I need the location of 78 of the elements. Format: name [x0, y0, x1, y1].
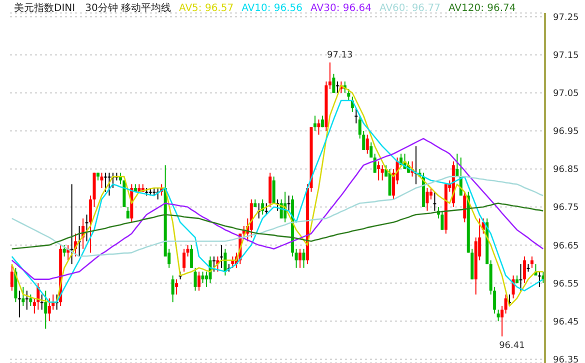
candlestick [40, 294, 44, 310]
candlestick [519, 264, 522, 292]
text: AV10: 96.56 [242, 3, 303, 14]
y-tick-label: 97.25 [553, 13, 579, 23]
candlestick [85, 214, 88, 242]
candlestick [220, 244, 223, 268]
candlestick [500, 305, 504, 337]
candlestick [182, 248, 186, 272]
candlestick [328, 62, 332, 90]
candlestick [171, 275, 174, 303]
candlestick [22, 286, 25, 306]
candlestick [463, 191, 466, 223]
candlestick [126, 206, 130, 219]
candlestick [10, 264, 14, 292]
candlestick [496, 309, 500, 322]
chart-subtitle: 30分钟 移动平均线 [85, 3, 171, 14]
candlestick [504, 294, 508, 314]
y-tick-label: 96.65 [553, 241, 579, 252]
candlestick [332, 73, 336, 94]
candlestick [212, 256, 216, 272]
candlestick [298, 248, 302, 268]
candlestick [89, 195, 92, 254]
candlestick [70, 184, 74, 265]
candlestick [302, 248, 306, 268]
candlestick [175, 278, 178, 296]
candlestick [347, 88, 350, 101]
candlestick [287, 195, 290, 212]
y-tick-label: 97.05 [553, 89, 579, 100]
text: AV5: 96.57 [179, 3, 234, 14]
candlestick [198, 271, 201, 292]
candlestick [25, 290, 28, 310]
candlestick [523, 256, 526, 284]
candlestick [201, 271, 204, 284]
candlestick [538, 271, 541, 288]
y-tick-label: 96.45 [553, 317, 579, 328]
candlestick [426, 188, 429, 212]
candlestick [377, 160, 380, 181]
candlestick [272, 176, 276, 204]
candlestick [190, 244, 194, 268]
y-tick-label: 96.75 [553, 203, 579, 214]
candlestick [440, 210, 444, 230]
candlestick [62, 244, 66, 257]
candlestick [186, 244, 190, 257]
candlestick [456, 153, 459, 178]
candlestick [294, 248, 298, 268]
candlestick [366, 134, 369, 154]
candlestick [264, 202, 268, 216]
annotation: 97.13 [326, 50, 353, 60]
candlestick [433, 191, 436, 212]
candlestick [108, 172, 111, 196]
text: AV60: 96.77 [380, 3, 440, 14]
candlestick [380, 164, 384, 181]
candlestick [18, 290, 21, 318]
candlestick [44, 290, 48, 330]
y-tick-label: 96.55 [553, 279, 579, 290]
y-tick-label: 97.15 [553, 51, 579, 62]
candlestick [336, 80, 339, 94]
candlestick [370, 142, 373, 158]
text: AV30: 96.64 [310, 3, 372, 14]
line-series [11, 138, 544, 280]
candlestick [373, 153, 376, 174]
candlestick [29, 294, 32, 306]
candlestick [317, 119, 320, 136]
candlestick [100, 172, 104, 188]
candlestick [313, 115, 316, 132]
candlestick [48, 298, 51, 322]
candlestick [354, 108, 358, 124]
y-tick-label: 96.95 [553, 127, 579, 138]
y-tick-label: 96.85 [553, 165, 579, 176]
candlestick [194, 267, 197, 292]
candlestick [429, 188, 432, 200]
y-tick-label: 96.35 [553, 355, 579, 363]
text: AV120: 96.74 [448, 3, 516, 14]
annotation: 96.41 [499, 340, 525, 351]
chart-title: 美元指数DINI [14, 3, 76, 14]
candlestick [104, 172, 107, 192]
candlestick [388, 168, 392, 196]
candlestick [530, 256, 534, 268]
